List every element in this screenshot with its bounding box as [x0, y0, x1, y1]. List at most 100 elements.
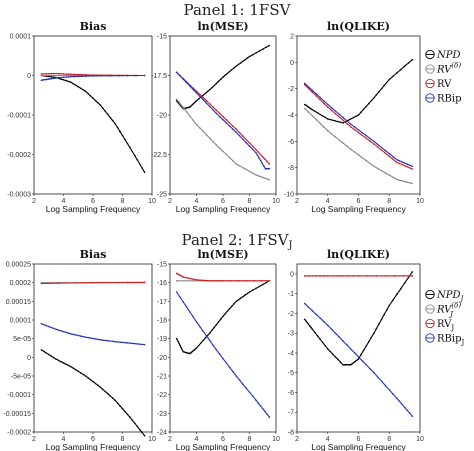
series-line [176, 98, 270, 181]
series-point [323, 100, 325, 102]
series-point [73, 73, 76, 76]
y-tick-label: -6 [288, 139, 294, 146]
series-point [94, 382, 97, 385]
series-point [40, 73, 43, 75]
series-point [119, 405, 121, 407]
series-point [232, 160, 234, 162]
series-point [45, 352, 48, 354]
series-point [40, 79, 43, 81]
series-point [220, 78, 222, 80]
series-point [258, 285, 261, 288]
series-point [205, 102, 208, 104]
series-point [311, 115, 314, 117]
series-point [403, 282, 406, 284]
series-point [350, 123, 352, 125]
series-point [84, 375, 87, 377]
series-point [134, 154, 136, 157]
legend-marker [425, 289, 435, 300]
series-point [357, 275, 360, 277]
series-point [179, 296, 181, 298]
y-tick-label: -20 [157, 355, 167, 362]
series-point [369, 137, 371, 140]
series-point [218, 115, 221, 118]
series-point [75, 334, 77, 336]
series-point [82, 373, 84, 376]
series-point [189, 106, 191, 108]
series-point [65, 363, 67, 366]
subplot-5: ln(MSE) -15 -16 -17 -18 -19 -20 -21 -22 -23 -242 4 6… [157, 248, 280, 451]
series-point [195, 123, 198, 126]
series-point [330, 328, 333, 331]
series-point [350, 364, 352, 366]
series-point [365, 105, 368, 108]
series-point [193, 102, 196, 104]
series-point [205, 335, 208, 337]
x-axis-label: Log Sampling Frequency [176, 204, 271, 214]
series-point [400, 287, 402, 290]
series-point [355, 360, 357, 362]
series-point [339, 361, 342, 364]
series-point [226, 310, 229, 313]
series-point [134, 342, 136, 345]
series-point [238, 379, 241, 381]
series-point [131, 342, 134, 345]
series-point [70, 333, 72, 335]
series-point [194, 348, 197, 350]
series-point [215, 280, 218, 282]
series-point [392, 158, 394, 161]
series-point [248, 291, 251, 293]
panel-2-title: Panel 2: 1FSVJ [182, 231, 293, 251]
series-point [337, 275, 339, 277]
series-point [206, 279, 209, 282]
y-tick-label: -4 [288, 113, 294, 120]
series-point [362, 108, 365, 111]
series-point [50, 76, 52, 78]
series-point [84, 336, 87, 339]
series-point [357, 358, 360, 360]
series-point [235, 128, 238, 130]
series-point [350, 148, 352, 150]
series-point [178, 342, 180, 344]
series-point [406, 409, 409, 412]
series-point [62, 79, 65, 81]
series-point [385, 309, 388, 311]
series-point [353, 151, 356, 153]
series-point [401, 163, 403, 166]
series-point [365, 345, 368, 347]
series-point [238, 135, 241, 137]
series-point [202, 339, 204, 342]
series-point [92, 337, 94, 340]
series-point [199, 93, 201, 96]
series-point [242, 135, 244, 137]
series-point [116, 126, 119, 129]
series-point [253, 280, 255, 282]
series-point [380, 380, 383, 383]
series-point [62, 76, 65, 79]
series-point [235, 163, 238, 165]
y-tick-label: -24 [157, 430, 167, 437]
series-point [92, 75, 94, 77]
x-tick-label: 6 [357, 198, 361, 205]
series-point [184, 276, 187, 279]
series-point [193, 349, 196, 351]
legend-marker [425, 49, 435, 60]
series-line [41, 349, 146, 437]
series-point [222, 115, 224, 118]
series-point [195, 321, 198, 323]
series-point [143, 434, 146, 437]
series-point [347, 119, 350, 122]
series-point [181, 275, 183, 278]
series-line [176, 291, 270, 418]
series-point [175, 71, 178, 74]
series-point [185, 81, 188, 84]
series-point [220, 280, 222, 282]
series-point [373, 371, 375, 374]
series-point [129, 146, 131, 149]
series-point [311, 108, 314, 111]
series-point [255, 149, 257, 151]
series-point [55, 77, 57, 79]
series-point [129, 416, 131, 418]
series-point [104, 339, 107, 342]
subplot-4: Bias 0.00025 0.0002 0.00015 0.0001 5e-05 0 -5e-… [3, 248, 156, 451]
